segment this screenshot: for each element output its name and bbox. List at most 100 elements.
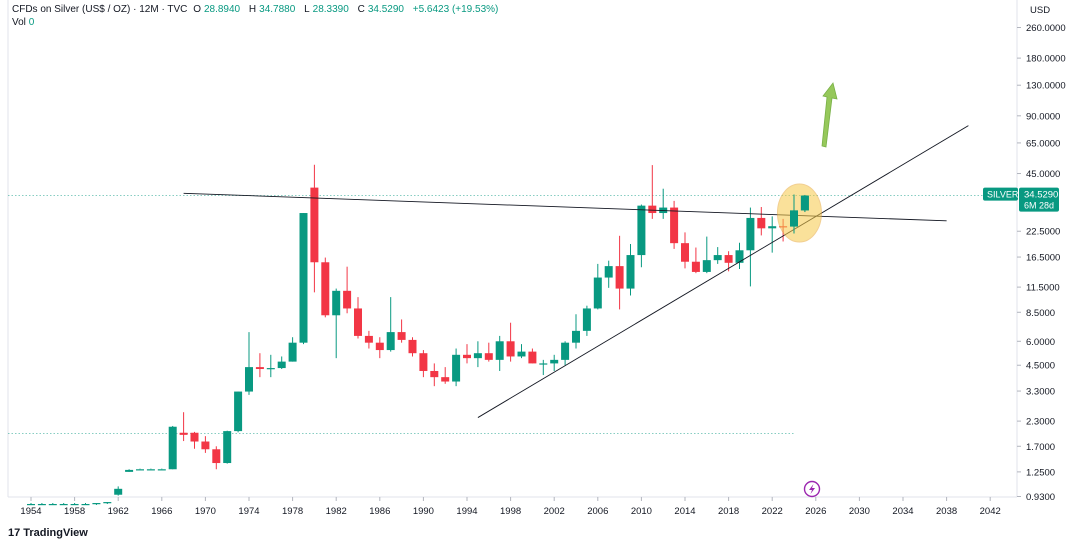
candle-body: [81, 503, 90, 506]
candle-body: [386, 332, 395, 351]
change-value: +5.6423 (+19.53%): [412, 4, 499, 15]
support-trendline: [477, 125, 969, 418]
candle-body: [430, 370, 439, 378]
candle-body: [473, 353, 482, 359]
candle-body: [604, 266, 613, 278]
x-tick-label: 1958: [64, 506, 85, 517]
y-tick-label: 180.0000: [1026, 54, 1066, 65]
candle-body: [626, 255, 635, 289]
candle-body: [70, 503, 79, 506]
symbol-title[interactable]: CFDs on Silver (US$ / OZ) · 12M · TVC: [12, 4, 188, 15]
candle-body: [463, 354, 471, 359]
candle-body: [277, 361, 286, 369]
x-tick-label: 1970: [195, 506, 216, 517]
x-tick-label: 2018: [718, 506, 739, 517]
candle-body: [550, 359, 559, 364]
arrow-up-icon: [821, 82, 838, 148]
low-value: L 28.3390: [304, 4, 349, 15]
candle-body: [37, 503, 46, 506]
candle-body: [746, 217, 755, 251]
y-tick-label: 11.5000: [1026, 283, 1060, 294]
candle-body: [255, 367, 264, 370]
candle-body: [310, 187, 319, 263]
y-tick-label: 0.9300: [1026, 492, 1055, 503]
x-tick-label: 1990: [413, 506, 434, 517]
tradingview-brand[interactable]: 17 TradingView: [8, 527, 88, 539]
candle-body: [48, 503, 57, 506]
y-tick-label: 260.0000: [1026, 23, 1066, 34]
candle-body: [157, 469, 166, 471]
candle-body: [59, 503, 68, 506]
x-tick-label: 1954: [20, 506, 41, 517]
candle-body: [528, 351, 537, 364]
candle-body: [572, 330, 580, 343]
candle-body: [364, 335, 373, 343]
candle-body: [637, 205, 646, 256]
y-tick-label: 22.5000: [1026, 227, 1060, 238]
x-tick-label: 1962: [108, 506, 129, 517]
currency-label: USD: [1030, 5, 1050, 16]
candle-body: [92, 503, 101, 505]
candle-body: [245, 367, 253, 392]
y-tick-label: 65.0000: [1026, 138, 1060, 149]
x-tick-label: 2002: [544, 506, 565, 517]
candle-body: [648, 205, 657, 214]
volume-value: 0: [28, 17, 35, 28]
brand-name: TradingView: [23, 527, 88, 539]
price-tag-bg: [1019, 187, 1059, 212]
candle-body: [288, 342, 297, 362]
candle-body: [790, 210, 798, 227]
candle-body: [724, 255, 733, 263]
candle-body: [539, 363, 548, 365]
x-tick-label: 2014: [674, 506, 695, 517]
open-value: O 28.8940: [193, 4, 241, 15]
x-tick-label: 1986: [369, 506, 390, 517]
y-tick-label: 16.5000: [1026, 253, 1060, 264]
candle-body: [168, 426, 177, 470]
close-value: C 34.5290: [357, 4, 404, 15]
candle-body: [691, 261, 700, 272]
lightning-icon: [809, 484, 815, 494]
y-tick-label: 45.0000: [1026, 169, 1060, 180]
candle-body: [419, 353, 428, 371]
candle-body: [299, 213, 308, 343]
candle-body: [757, 217, 766, 229]
candle-body: [713, 255, 722, 261]
volume-title: Vol: [12, 17, 26, 28]
x-tick-label: 1994: [456, 506, 477, 517]
candle-body: [441, 377, 450, 382]
candle-body: [506, 341, 515, 357]
candle-body: [103, 502, 112, 504]
volume-label[interactable]: Vol 0: [12, 17, 34, 28]
price-tag-price: 34.5290: [1024, 190, 1058, 201]
y-tick-label: 1.2500: [1026, 467, 1055, 478]
candle-body: [146, 469, 155, 471]
candle-body: [582, 308, 591, 331]
x-tick-label: 1978: [282, 506, 303, 517]
candle-body: [332, 290, 341, 316]
candle-body: [800, 195, 809, 211]
candle-body: [201, 441, 210, 450]
x-tick-label: 2034: [892, 506, 913, 517]
y-tick-label: 90.0000: [1026, 111, 1060, 122]
candle-body: [593, 277, 602, 309]
candle-body: [702, 260, 711, 272]
y-tick-label: 3.3000: [1026, 387, 1055, 398]
tradingview-logo-icon: 17: [8, 527, 21, 539]
y-tick-label: 2.3000: [1026, 417, 1055, 428]
x-tick-label: 2022: [762, 506, 783, 517]
candle-body: [768, 226, 777, 229]
x-tick-label: 1966: [151, 506, 172, 517]
candle-body: [495, 341, 504, 360]
candle-body: [223, 431, 232, 464]
x-tick-label: 2038: [936, 506, 957, 517]
y-tick-label: 4.5000: [1026, 361, 1055, 372]
candle-body: [354, 308, 362, 336]
x-tick-label: 2030: [849, 506, 870, 517]
candle-body: [190, 432, 199, 442]
candle-body: [234, 391, 243, 432]
candle-body: [561, 342, 570, 360]
